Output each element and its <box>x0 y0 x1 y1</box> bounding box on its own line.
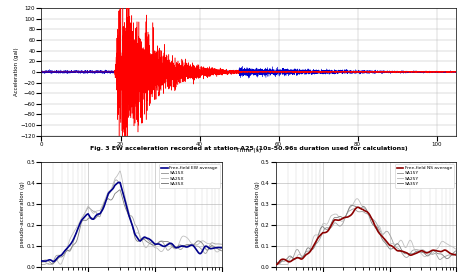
Legend: Free-field NS average, SA15Y, SA25Y, SA35Y: Free-field NS average, SA15Y, SA25Y, SA3… <box>395 164 454 188</box>
X-axis label: Time (s): Time (s) <box>236 148 262 153</box>
Text: Fig. 3 EW acceleration recorded at station A25 (10s-50.96s duration used for cal: Fig. 3 EW acceleration recorded at stati… <box>90 146 408 151</box>
Y-axis label: Acceleration (gal): Acceleration (gal) <box>14 48 19 96</box>
Legend: Free-field EW average, SA15X, SA25X, SA35X: Free-field EW average, SA15X, SA25X, SA3… <box>159 164 219 188</box>
Y-axis label: pseudo-acceleration (g): pseudo-acceleration (g) <box>254 181 260 247</box>
Y-axis label: pseudo-acceleration (g): pseudo-acceleration (g) <box>20 181 25 247</box>
